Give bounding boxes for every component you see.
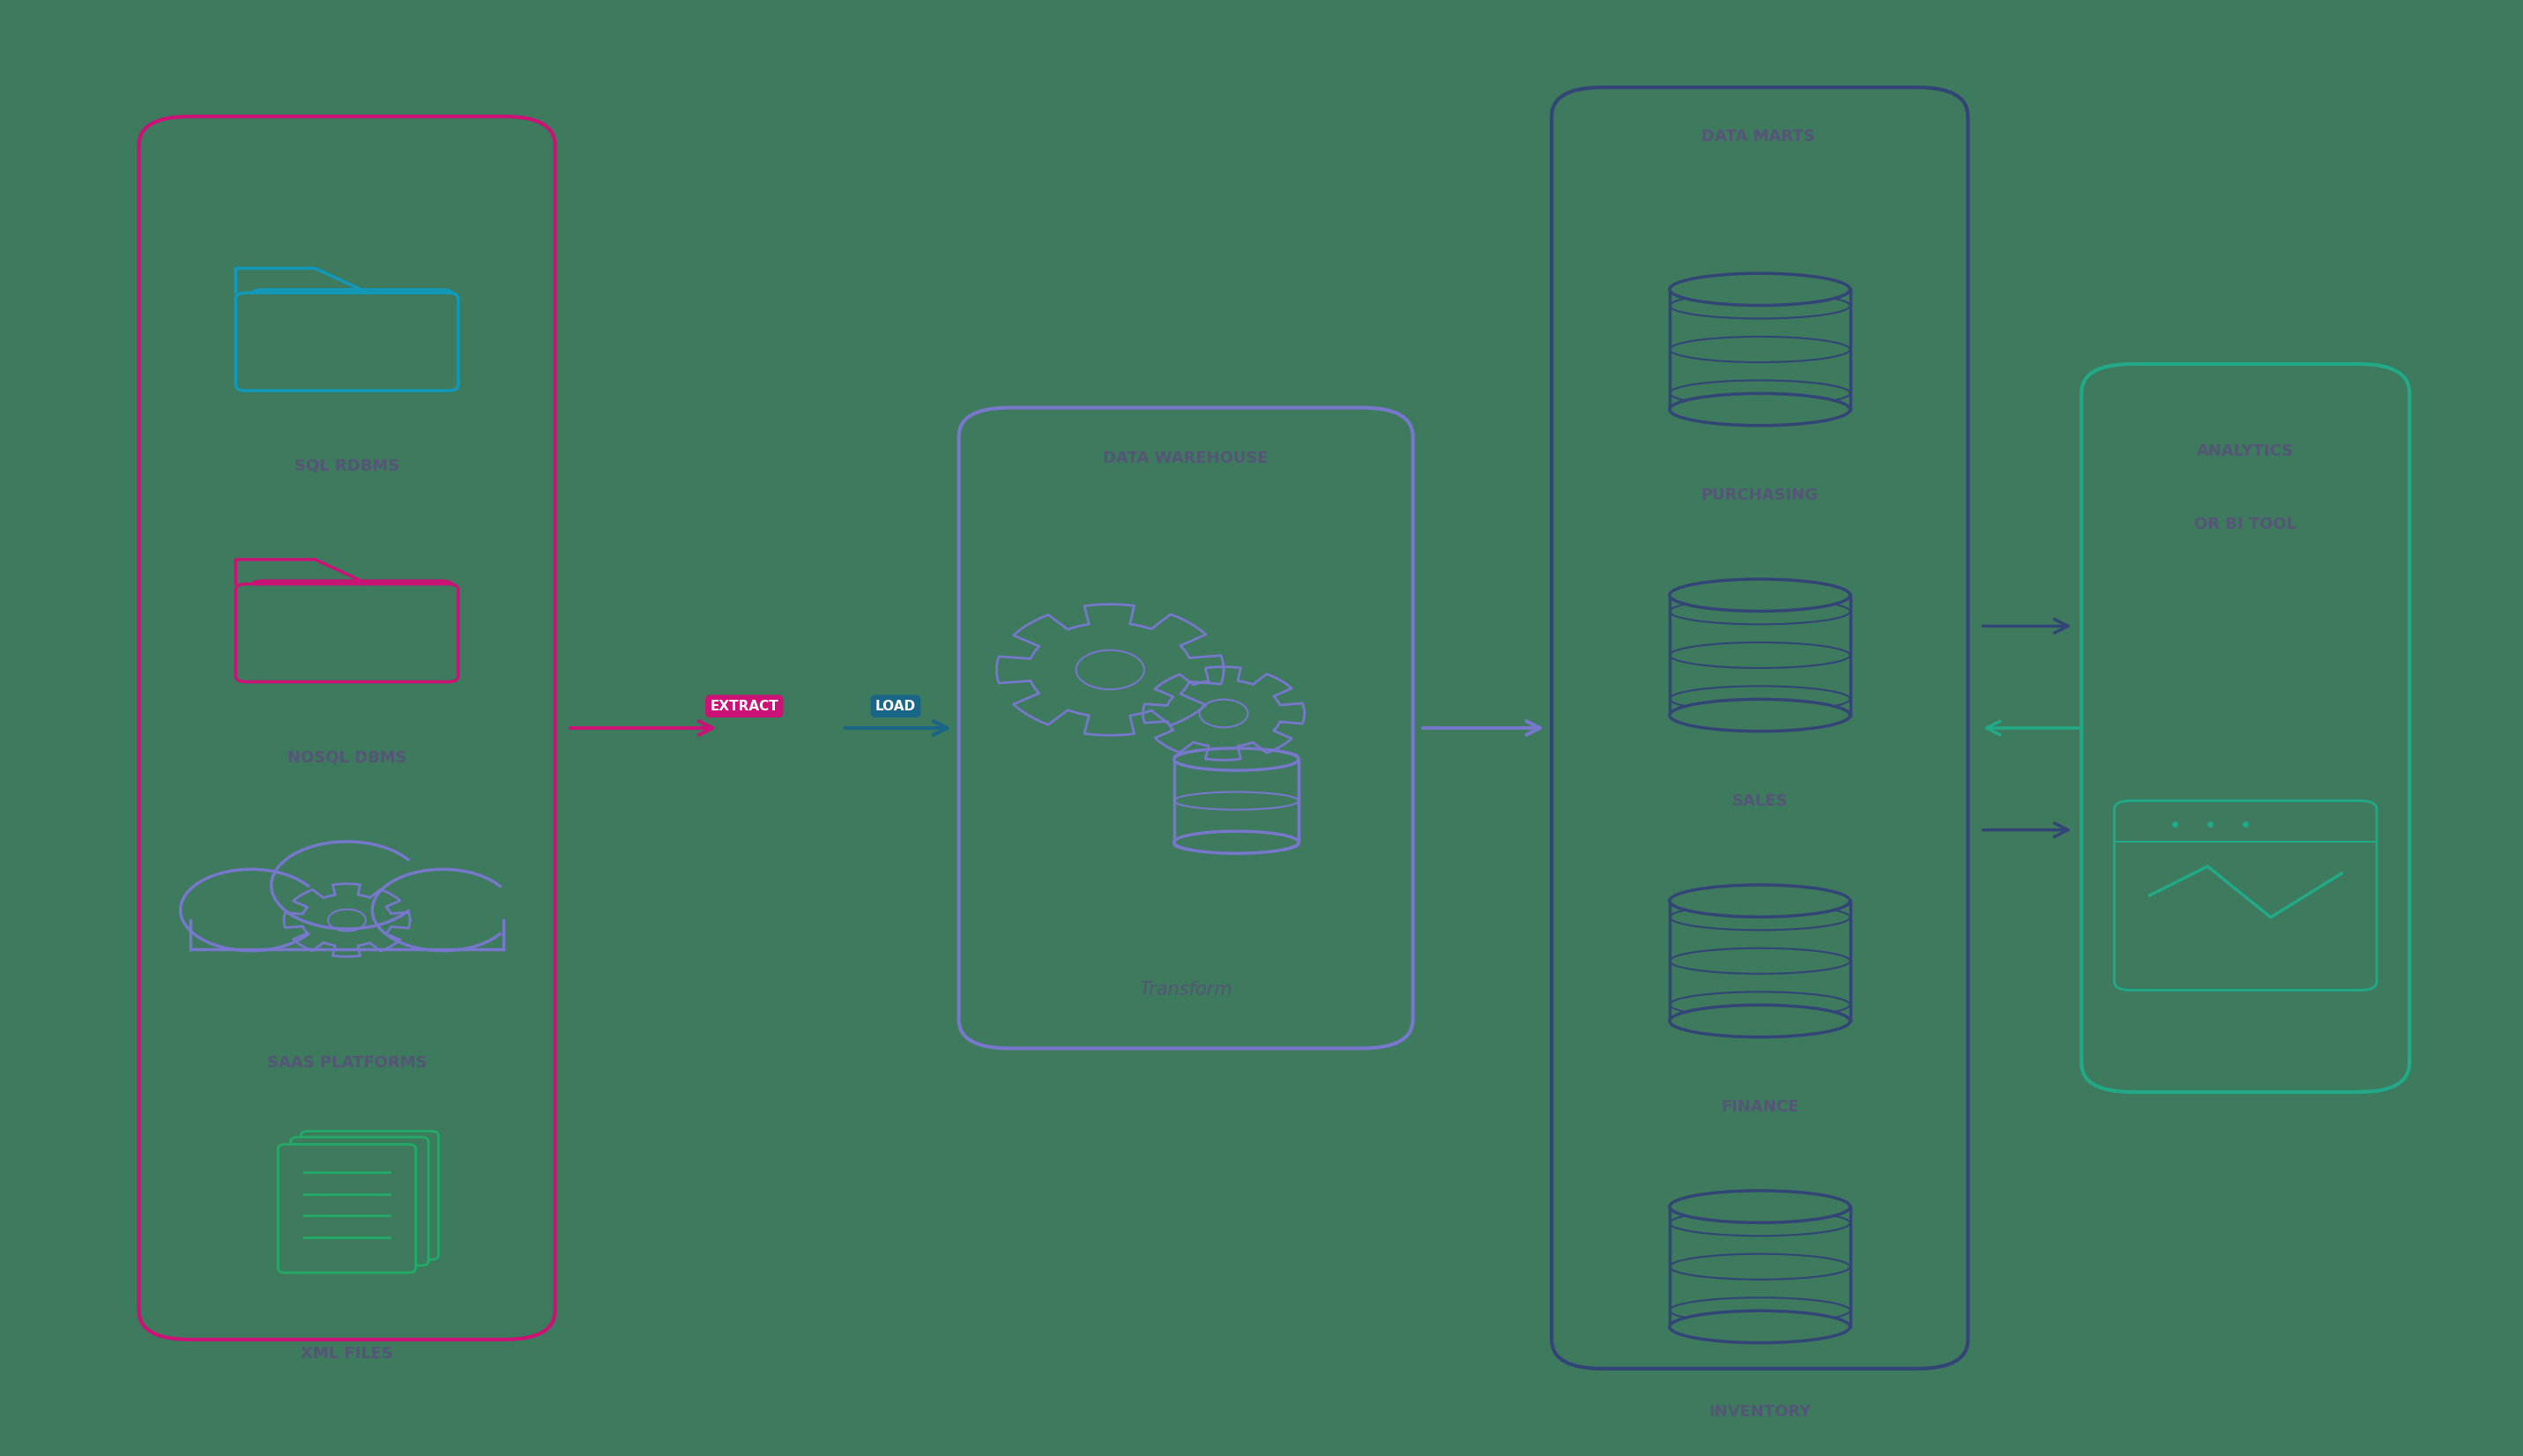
Ellipse shape	[1670, 885, 1849, 917]
Text: DATA MARTS: DATA MARTS	[1703, 130, 1814, 144]
Text: ANALYTICS: ANALYTICS	[2198, 444, 2293, 459]
Ellipse shape	[1670, 1191, 1849, 1223]
Ellipse shape	[1670, 274, 1849, 306]
FancyBboxPatch shape	[235, 293, 459, 390]
Text: SQL RDBMS: SQL RDBMS	[295, 459, 399, 473]
Ellipse shape	[1670, 1310, 1849, 1342]
Text: NOSQL DBMS: NOSQL DBMS	[288, 750, 406, 764]
Ellipse shape	[1670, 1005, 1849, 1037]
Text: INVENTORY: INVENTORY	[1708, 1405, 1812, 1420]
FancyBboxPatch shape	[300, 1131, 439, 1259]
Text: SAAS PLATFORMS: SAAS PLATFORMS	[267, 1056, 426, 1070]
Text: LOAD: LOAD	[875, 699, 916, 713]
Text: DATA WAREHOUSE: DATA WAREHOUSE	[1103, 451, 1269, 466]
Text: PURCHASING: PURCHASING	[1701, 488, 1819, 502]
FancyBboxPatch shape	[2114, 801, 2377, 990]
Text: EXTRACT: EXTRACT	[709, 699, 780, 713]
FancyBboxPatch shape	[252, 581, 452, 673]
Text: XML FILES: XML FILES	[300, 1347, 394, 1361]
Text: SALES: SALES	[1731, 794, 1789, 808]
FancyBboxPatch shape	[235, 584, 459, 681]
FancyBboxPatch shape	[252, 290, 452, 381]
Text: OR BI TOOL: OR BI TOOL	[2195, 517, 2296, 531]
FancyBboxPatch shape	[278, 1144, 416, 1273]
Ellipse shape	[1173, 831, 1299, 853]
Ellipse shape	[1173, 748, 1299, 770]
Ellipse shape	[1670, 393, 1849, 425]
Text: FINANCE: FINANCE	[1721, 1099, 1799, 1114]
Ellipse shape	[1670, 699, 1849, 731]
Text: Transform: Transform	[1140, 981, 1231, 999]
Ellipse shape	[1670, 579, 1849, 612]
FancyBboxPatch shape	[290, 1137, 429, 1265]
